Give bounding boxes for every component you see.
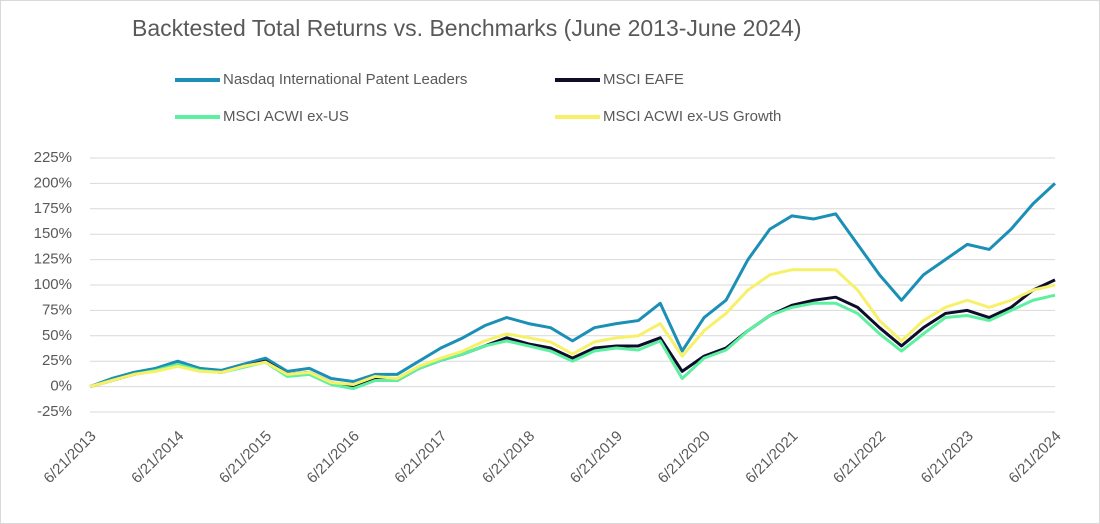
legend-label: MSCI EAFE <box>603 71 684 88</box>
y-tick-label: 200% <box>34 174 72 191</box>
y-tick-label: 75% <box>42 301 72 318</box>
series-line <box>89 182 1057 389</box>
y-tick-label: 50% <box>42 327 72 344</box>
y-tick-label: 100% <box>34 276 72 293</box>
y-tick-label: 125% <box>34 251 72 268</box>
legend-label: MSCI ACWI ex-US Growth <box>603 108 781 125</box>
legend-label: MSCI ACWI ex-US <box>223 108 349 125</box>
series-line <box>89 268 1056 389</box>
chart-title: Backtested Total Returns vs. Benchmarks … <box>132 15 802 41</box>
y-tick-label: 0% <box>50 378 72 395</box>
y-tick-label: 150% <box>34 225 72 242</box>
y-tick-label: 225% <box>34 149 72 166</box>
y-tick-label: 25% <box>42 352 72 369</box>
legend-label: Nasdaq International Patent Leaders <box>223 71 467 88</box>
y-tick-label: -25% <box>37 403 72 420</box>
y-tick-label: 175% <box>34 200 72 217</box>
